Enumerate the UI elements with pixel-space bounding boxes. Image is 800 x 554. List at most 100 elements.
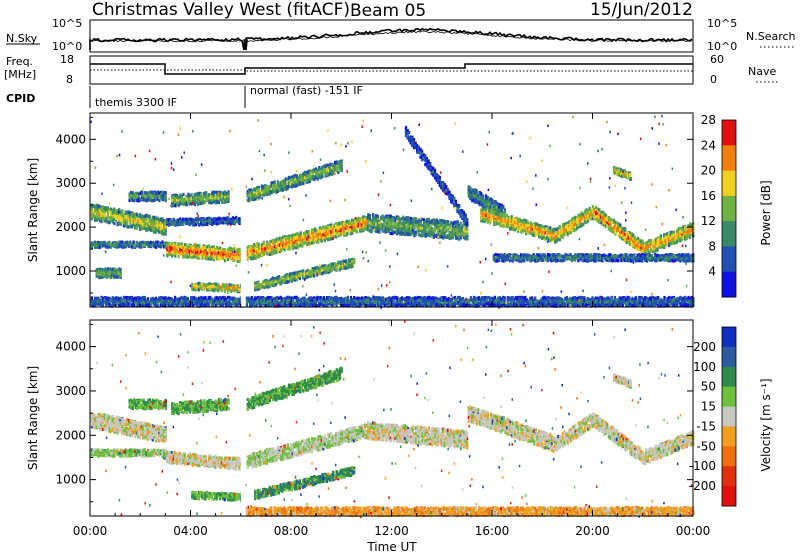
heatmap-cell — [355, 230, 359, 234]
heatmap-cell — [106, 211, 109, 215]
heatmap-cell — [97, 214, 100, 218]
heatmap-cell — [124, 222, 127, 226]
heatmap-cell — [126, 210, 129, 214]
heatmap-cell — [100, 218, 103, 222]
cpid-segment-2: normal (fast) -151 IF — [250, 84, 363, 97]
nsearch-label: N.Search — [746, 30, 796, 43]
heatmap-cell — [227, 257, 230, 262]
heatmap-cell — [164, 229, 167, 233]
heatmap-cell — [340, 167, 343, 171]
heatmap-cell — [132, 240, 135, 244]
heatmap-cell — [94, 208, 97, 212]
heatmap-cell — [92, 203, 95, 208]
heatmap-cell — [111, 211, 114, 215]
nave-label: Nave — [748, 65, 776, 78]
heatmap-cell — [98, 205, 101, 209]
heatmap-cell — [124, 218, 127, 223]
nsky-frame — [89, 19, 694, 53]
cpid-label: CPID — [6, 92, 35, 105]
heatmap-cell — [113, 213, 116, 218]
heatmap-cell — [105, 206, 108, 210]
heatmap-cell — [141, 190, 144, 194]
heatmap-cell — [313, 274, 316, 278]
heatmap-cell — [90, 217, 93, 221]
heatmap-cell — [118, 220, 121, 224]
heatmap-cell — [164, 195, 167, 199]
heatmap-cell — [126, 212, 129, 216]
heatmap-cell — [98, 207, 101, 211]
heatmap-cell — [100, 216, 103, 220]
heatmap-cell — [302, 182, 305, 186]
heatmap-cell — [113, 212, 116, 216]
heatmap-cell — [353, 258, 356, 262]
heatmap-cell — [97, 211, 100, 215]
nsearch-tick-low: 10^0 — [707, 40, 737, 53]
heatmap-cell — [118, 216, 121, 220]
heatmap-cell — [103, 209, 106, 213]
heatmap-cell — [97, 205, 100, 209]
freq-panel: Freq. [MHz] 18 8 60 0 Nave — [4, 53, 778, 86]
heatmap-cell — [121, 214, 124, 218]
nsky-panel: N.Sky 10^5 10^0 10^5 10^0 N.Search — [6, 17, 796, 53]
heatmap-cell — [100, 206, 103, 210]
date-title: 15/Jun/2012 — [590, 0, 693, 20]
heatmap-cell — [116, 223, 119, 227]
heatmap-cell — [118, 218, 121, 222]
heatmap-cell — [124, 211, 127, 215]
heatmap-cell — [92, 213, 95, 217]
heatmap-cell — [103, 217, 106, 221]
heatmap-cell — [106, 206, 109, 210]
heatmap-cell — [158, 199, 161, 203]
heatmap-cell — [262, 251, 265, 255]
nsky-trace — [89, 27, 693, 51]
freq-tick-high: 18 — [60, 53, 74, 66]
heatmap-cell — [121, 218, 124, 222]
heatmap-cell — [307, 230, 310, 234]
heatmap-cell — [110, 216, 113, 220]
heatmap-cell — [121, 210, 124, 214]
heatmap-cell — [94, 204, 97, 208]
heatmap-cell — [114, 214, 118, 218]
heatmap-cell — [121, 220, 124, 224]
heatmap-cell — [103, 206, 106, 210]
station-title: Christmas Valley West (fitACF) — [92, 0, 350, 20]
heatmap-cell — [340, 161, 343, 165]
nave-tick-low: 0 — [710, 73, 717, 86]
heatmap-cell — [103, 212, 106, 216]
heatmap-cell — [227, 195, 230, 199]
heatmap-cell — [370, 229, 373, 233]
heatmap-cell — [119, 269, 122, 273]
beam-title: Beam 05 — [350, 1, 426, 21]
nave-trace — [90, 69, 693, 72]
heatmap-cell — [227, 192, 230, 196]
heatmap-cell — [110, 213, 113, 217]
heatmap-cell — [148, 214, 151, 219]
heatmap-cell — [110, 207, 113, 211]
heatmap-cell — [119, 274, 122, 278]
heatmap-cell — [108, 217, 111, 221]
heatmap-cell — [95, 218, 98, 222]
heatmap-cell — [113, 207, 116, 211]
heatmap-cell — [346, 232, 349, 236]
heatmap-cell — [95, 205, 98, 209]
heatmap-cell — [182, 192, 185, 197]
heatmap-cell — [106, 215, 109, 219]
heatmap-cell — [119, 210, 122, 214]
heatmap-cell — [102, 217, 105, 221]
heatmap-cell — [227, 199, 230, 203]
heatmap-cell — [119, 215, 122, 219]
heatmap-cell — [164, 191, 167, 195]
heatmap-cell — [164, 198, 167, 202]
heatmap-cell — [94, 215, 97, 219]
heatmap-cell — [376, 214, 379, 218]
heatmap-cell — [100, 213, 103, 217]
heatmap-cell — [92, 210, 95, 214]
heatmap-cell — [95, 203, 98, 207]
heatmap-cell — [122, 221, 126, 225]
heatmap-cell — [103, 219, 106, 223]
heatmap-cell — [103, 215, 106, 219]
heatmap-cell — [119, 212, 122, 217]
heatmap-cell — [106, 208, 109, 213]
heatmap-cell — [122, 218, 126, 222]
